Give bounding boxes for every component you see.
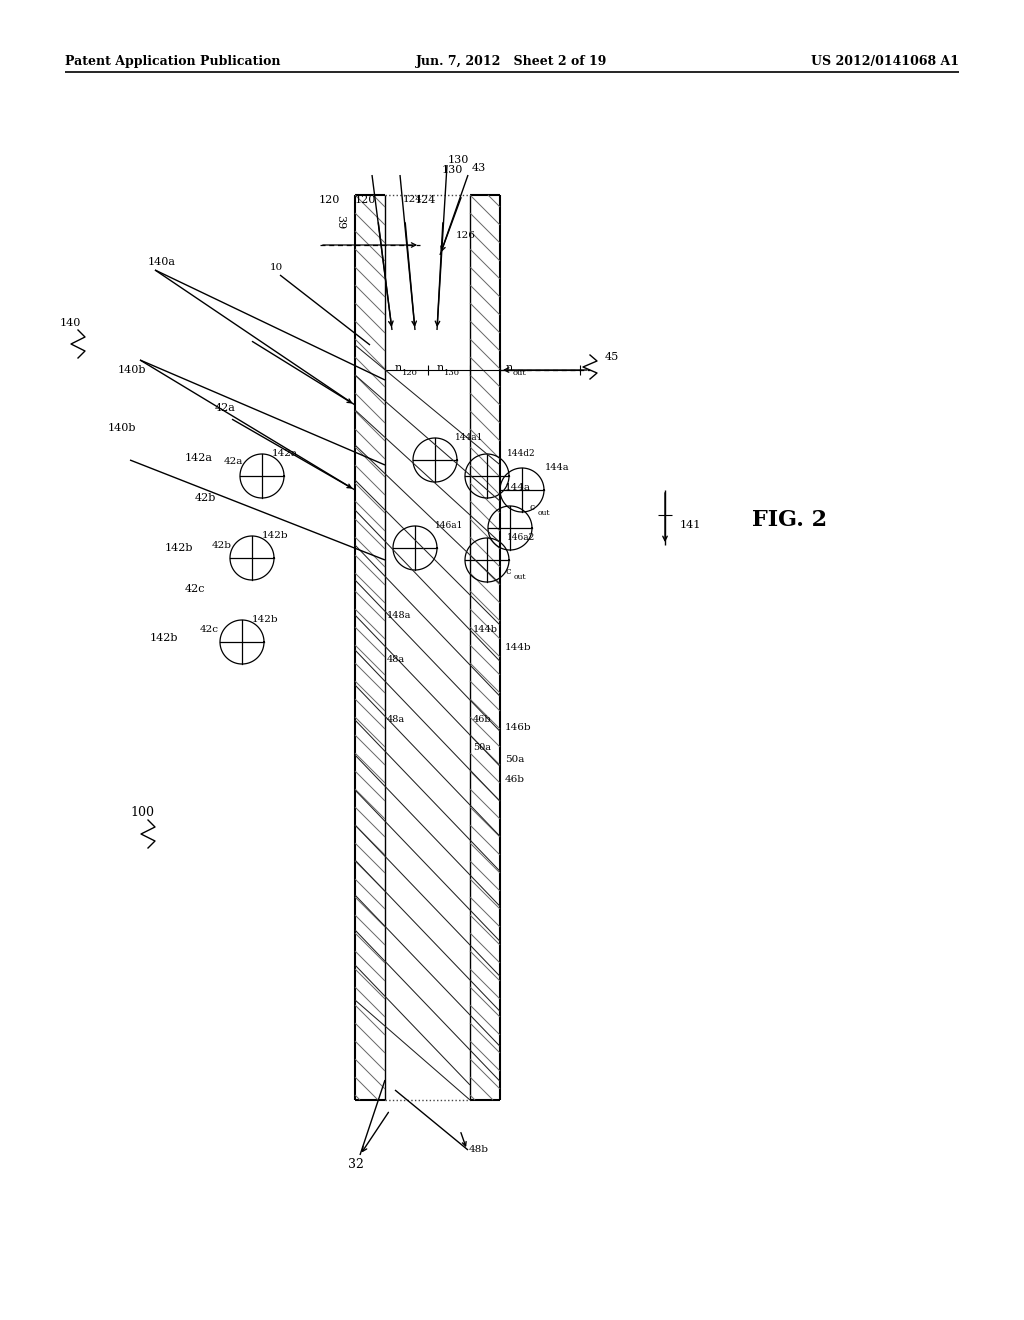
Text: c: c	[505, 568, 511, 577]
Text: 50a: 50a	[473, 743, 490, 752]
Text: n: n	[506, 363, 513, 374]
Text: 144b: 144b	[505, 644, 531, 652]
Text: 124: 124	[403, 195, 423, 205]
Text: 120: 120	[355, 195, 377, 205]
Text: c: c	[530, 503, 536, 512]
Text: 45: 45	[605, 352, 620, 362]
Text: 142b: 142b	[262, 531, 289, 540]
Text: 142b: 142b	[150, 634, 178, 643]
Text: 42c: 42c	[200, 624, 219, 634]
Text: 120: 120	[318, 195, 340, 205]
Text: 48a: 48a	[387, 656, 406, 664]
Text: Patent Application Publication: Patent Application Publication	[65, 55, 281, 69]
Text: 140a: 140a	[148, 257, 176, 267]
Text: 46b: 46b	[473, 715, 492, 725]
Text: 130: 130	[442, 165, 464, 176]
Text: 142a: 142a	[272, 449, 298, 458]
Text: 48b: 48b	[469, 1146, 489, 1155]
Text: 144d2: 144d2	[507, 450, 536, 458]
Text: 130: 130	[449, 154, 469, 165]
Text: 42a: 42a	[215, 403, 236, 413]
Text: 144a1: 144a1	[455, 433, 483, 442]
Text: 142b: 142b	[252, 615, 279, 623]
Text: FIG. 2: FIG. 2	[753, 510, 827, 531]
Text: 50a: 50a	[505, 755, 524, 764]
Text: 146b: 146b	[505, 723, 531, 733]
Text: Jun. 7, 2012   Sheet 2 of 19: Jun. 7, 2012 Sheet 2 of 19	[417, 55, 607, 69]
Text: n: n	[395, 363, 402, 374]
Text: US 2012/0141068 A1: US 2012/0141068 A1	[811, 55, 959, 69]
Text: 42b: 42b	[212, 540, 232, 549]
Text: 142b: 142b	[165, 543, 194, 553]
Text: 146a2: 146a2	[507, 533, 536, 543]
Text: 144b: 144b	[473, 626, 498, 635]
Text: 32: 32	[348, 1159, 364, 1172]
Text: 43: 43	[472, 162, 486, 173]
Text: 148a: 148a	[387, 610, 412, 619]
Text: 146a1: 146a1	[435, 521, 464, 531]
Text: 48a: 48a	[387, 715, 406, 725]
Text: 140b: 140b	[118, 366, 146, 375]
Text: 130: 130	[444, 370, 460, 378]
Text: 42c: 42c	[185, 583, 206, 594]
Text: 120: 120	[402, 370, 418, 378]
Text: 39: 39	[335, 215, 345, 230]
Text: 141: 141	[680, 520, 701, 531]
Text: 42a: 42a	[224, 458, 244, 466]
Text: 144a: 144a	[545, 463, 569, 473]
Text: 46b: 46b	[505, 776, 525, 784]
Text: 42b: 42b	[195, 492, 216, 503]
Text: 140b: 140b	[108, 422, 136, 433]
Text: 126: 126	[456, 231, 476, 239]
Text: 144a: 144a	[505, 483, 531, 492]
Text: out: out	[514, 573, 526, 581]
Text: out: out	[513, 370, 526, 378]
Text: n: n	[437, 363, 444, 374]
Text: 142a: 142a	[185, 453, 213, 463]
Text: 124: 124	[415, 195, 436, 205]
Text: 10: 10	[270, 264, 284, 272]
Text: 140: 140	[60, 318, 81, 327]
Text: 100: 100	[130, 805, 154, 818]
Text: out: out	[538, 510, 551, 517]
